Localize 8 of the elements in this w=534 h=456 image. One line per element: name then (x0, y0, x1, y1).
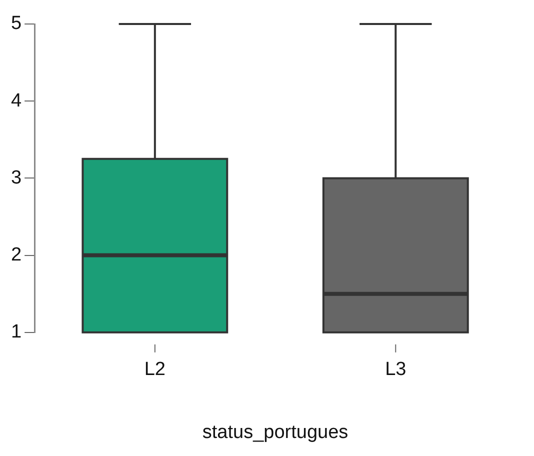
y-tick-label: 3 (10, 167, 22, 188)
x-axis-title: status_portugues (202, 422, 348, 443)
y-tick-label: 5 (10, 13, 22, 34)
x-tick-label: L2 (144, 359, 166, 380)
y-tick-label: 4 (10, 90, 22, 112)
y-tick-label: 1 (10, 322, 22, 343)
y-tick-label: 2 (10, 244, 22, 266)
x-tick-label: L3 (385, 359, 406, 380)
